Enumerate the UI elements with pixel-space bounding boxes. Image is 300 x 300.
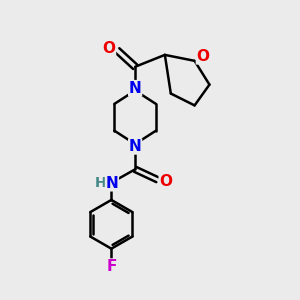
Text: O: O: [103, 41, 116, 56]
Text: N: N: [129, 139, 142, 154]
Text: O: O: [196, 49, 209, 64]
Text: O: O: [159, 174, 172, 189]
Text: F: F: [106, 259, 116, 274]
Text: H: H: [94, 176, 106, 190]
Text: N: N: [129, 81, 142, 96]
Text: N: N: [106, 176, 118, 191]
